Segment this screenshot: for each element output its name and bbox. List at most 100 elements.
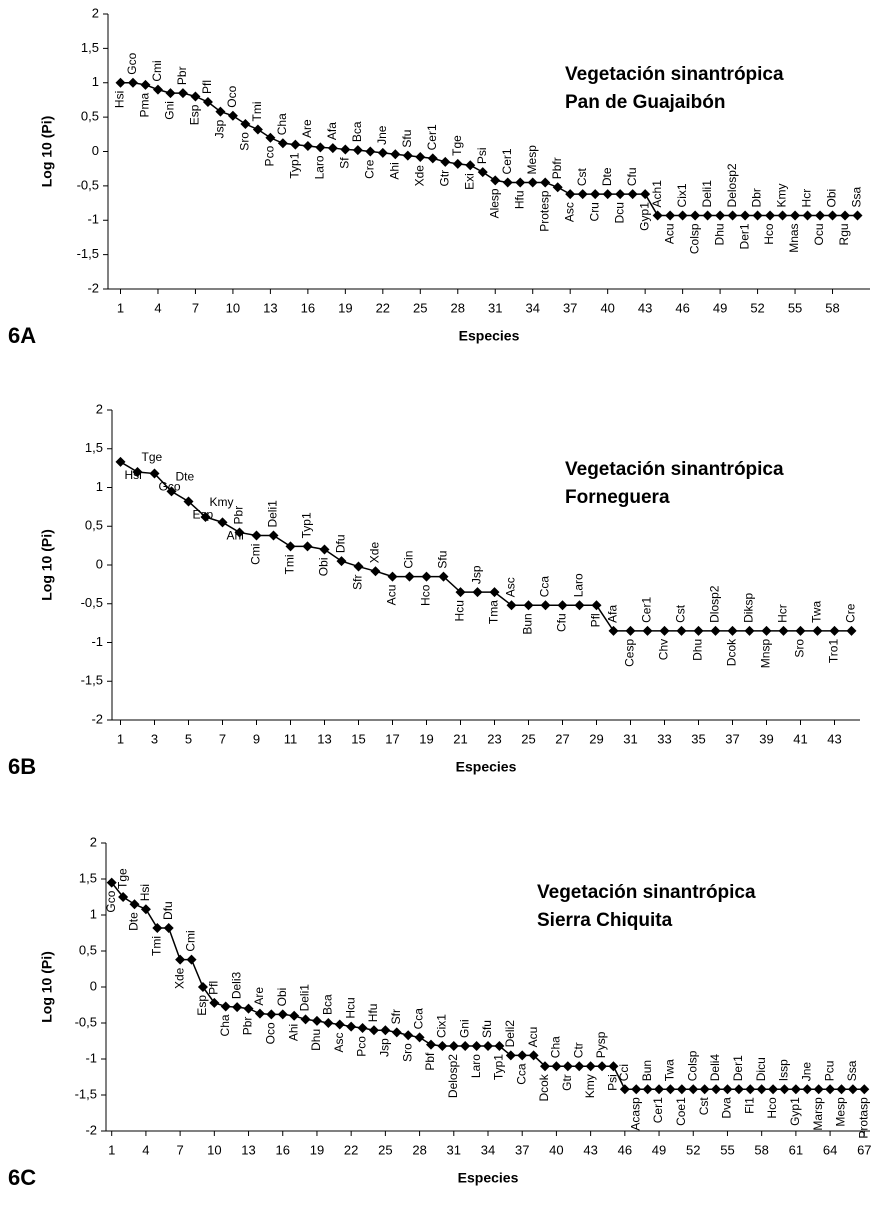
- point-label: Cci: [617, 1064, 631, 1081]
- x-tick-label: 28: [451, 300, 465, 315]
- point-label: Pbfr: [550, 157, 564, 179]
- point-label: Cix1: [675, 183, 689, 207]
- point-marker: [421, 571, 432, 582]
- point-marker: [302, 541, 313, 552]
- point-label: Ach1: [650, 180, 664, 208]
- point-label: Cfu: [625, 167, 639, 186]
- point-marker: [740, 210, 751, 221]
- point-marker: [183, 496, 194, 507]
- point-marker: [217, 517, 228, 528]
- point-marker: [722, 1084, 733, 1095]
- point-marker: [825, 1084, 836, 1095]
- point-marker: [631, 1084, 642, 1095]
- point-label: Acu: [526, 1027, 540, 1048]
- point-marker: [334, 1019, 345, 1030]
- y-axis-label: Log 10 (Pi): [39, 529, 55, 601]
- x-tick-label: 29: [589, 731, 603, 746]
- x-tick-label: 46: [618, 1142, 632, 1157]
- point-marker: [676, 1084, 687, 1095]
- x-tick-label: 7: [192, 300, 199, 315]
- x-tick-label: 19: [310, 1142, 324, 1157]
- point-label: Pbr: [232, 506, 246, 525]
- point-label: Marsp: [811, 1097, 825, 1131]
- panel-label: 6A: [8, 323, 36, 348]
- x-tick-label: 43: [638, 300, 652, 315]
- point-label: Pma: [138, 93, 152, 118]
- point-label: Tma: [487, 600, 501, 624]
- point-marker: [290, 139, 301, 150]
- point-label: Cst: [674, 604, 688, 623]
- point-marker: [642, 625, 653, 636]
- point-label: Gni: [163, 101, 177, 120]
- point-label: Dva: [720, 1097, 734, 1119]
- x-tick-label: 7: [219, 731, 226, 746]
- point-marker: [387, 571, 398, 582]
- point-label: Deli1: [700, 180, 714, 208]
- point-marker: [836, 1084, 847, 1095]
- point-label: Ahi: [387, 162, 401, 179]
- point-marker: [710, 625, 721, 636]
- x-tick-label: 23: [487, 731, 501, 746]
- point-label: Cmi: [184, 930, 198, 951]
- x-tick-label: 28: [412, 1142, 426, 1157]
- point-label: Cer1: [425, 124, 439, 150]
- point-label: Exi: [462, 173, 476, 190]
- chart-title: Vegetación sinantrópica: [537, 882, 756, 903]
- y-tick-label: -1,5: [75, 1086, 97, 1101]
- point-marker: [140, 904, 151, 915]
- x-tick-label: 37: [563, 300, 577, 315]
- point-marker: [711, 1084, 722, 1095]
- point-marker: [427, 153, 438, 164]
- point-label: Colsp: [685, 1050, 699, 1081]
- point-marker: [209, 997, 220, 1008]
- point-label: Dhu: [309, 1029, 323, 1051]
- point-label: Dcok: [725, 638, 739, 666]
- point-label: Sfu: [400, 130, 414, 148]
- point-label: Xde: [172, 967, 186, 989]
- chart-subtitle: Forneguera: [565, 487, 670, 508]
- point-label: Ctr: [571, 1042, 585, 1058]
- point-label: Sfr: [351, 575, 365, 590]
- point-marker: [790, 210, 801, 221]
- y-tick-label: 0: [96, 556, 103, 571]
- point-marker: [232, 1002, 243, 1013]
- point-marker: [577, 189, 588, 200]
- point-label: Cin: [402, 551, 416, 569]
- y-tick-label: -0,5: [81, 595, 103, 610]
- point-marker: [840, 210, 851, 221]
- point-label: Bun: [640, 1060, 654, 1081]
- point-label: Hco: [765, 1097, 779, 1119]
- point-label: Cer1: [640, 597, 654, 623]
- point-marker: [778, 625, 789, 636]
- point-marker: [289, 1010, 300, 1021]
- point-marker: [527, 177, 538, 188]
- x-tick-label: 49: [713, 300, 727, 315]
- point-label: Dcok: [537, 1073, 551, 1101]
- point-marker: [540, 600, 551, 611]
- point-marker: [243, 1003, 254, 1014]
- point-label: Ssa: [850, 186, 864, 207]
- point-marker: [562, 1061, 573, 1072]
- point-label: Bca: [321, 994, 335, 1015]
- point-marker: [515, 177, 526, 188]
- x-tick-label: 11: [284, 731, 298, 746]
- point-marker: [252, 124, 263, 135]
- point-marker: [448, 1041, 459, 1052]
- x-tick-label: 4: [154, 300, 161, 315]
- point-label: Pbf: [423, 1052, 437, 1071]
- point-label: Pco: [263, 145, 277, 166]
- point-marker: [215, 106, 226, 117]
- point-marker: [847, 1084, 858, 1095]
- point-label: Twa: [663, 1059, 677, 1081]
- point-marker: [391, 1027, 402, 1038]
- point-label: Mesp: [834, 1097, 848, 1127]
- point-marker: [627, 189, 638, 200]
- x-tick-label: 33: [657, 731, 671, 746]
- point-marker: [402, 150, 413, 161]
- point-marker: [227, 110, 238, 121]
- point-marker: [152, 922, 163, 933]
- point-label: Asc: [562, 202, 576, 222]
- y-tick-label: -0,5: [77, 177, 99, 192]
- y-tick-label: -1,5: [77, 246, 99, 261]
- x-tick-label: 31: [623, 731, 637, 746]
